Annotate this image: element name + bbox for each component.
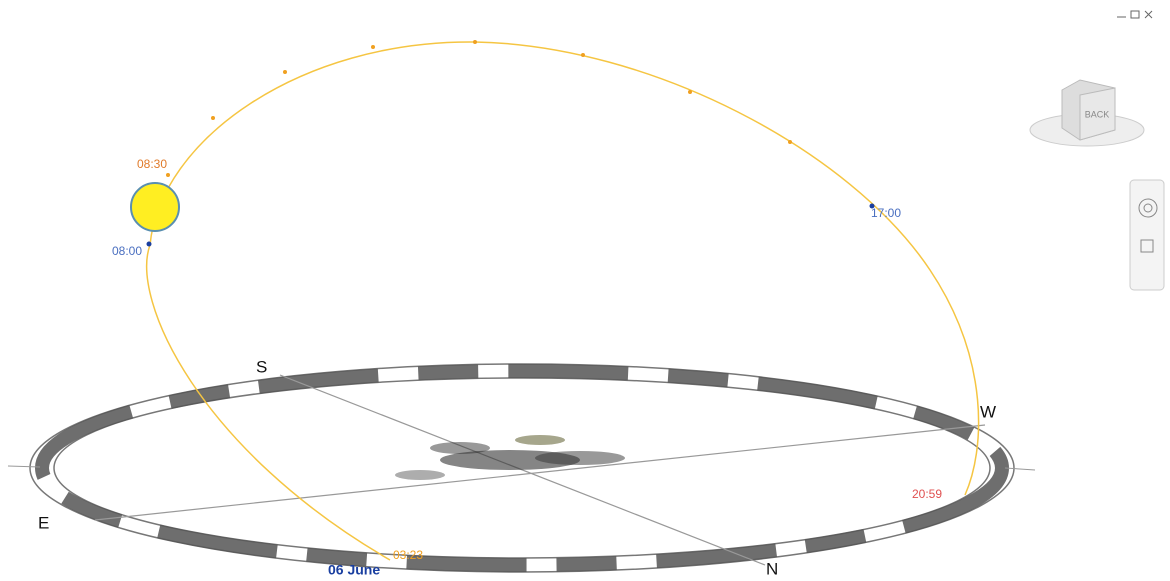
time-label: 03:23: [393, 548, 423, 562]
view-cube[interactable]: BACK: [1029, 79, 1145, 147]
compass-label: S: [256, 357, 267, 376]
sun: [130, 182, 180, 232]
view-cube-face: BACK: [1085, 109, 1110, 119]
window-controls[interactable]: [1117, 10, 1153, 19]
time-label: 17:00: [871, 206, 901, 220]
time-label: 08:30: [137, 157, 167, 171]
sun-path: [146, 41, 980, 561]
compass-label: N: [766, 559, 778, 578]
navigation-bar[interactable]: [1129, 179, 1165, 291]
time-label: 08:00: [112, 244, 142, 258]
hour-markers: [146, 40, 875, 247]
date-label: 06 June: [328, 562, 380, 578]
compass-ring: [7, 363, 1036, 573]
time-label: 20:59: [912, 487, 942, 501]
compass-label: E: [38, 513, 49, 532]
compass-label: W: [980, 402, 996, 421]
site-model: [395, 435, 625, 480]
